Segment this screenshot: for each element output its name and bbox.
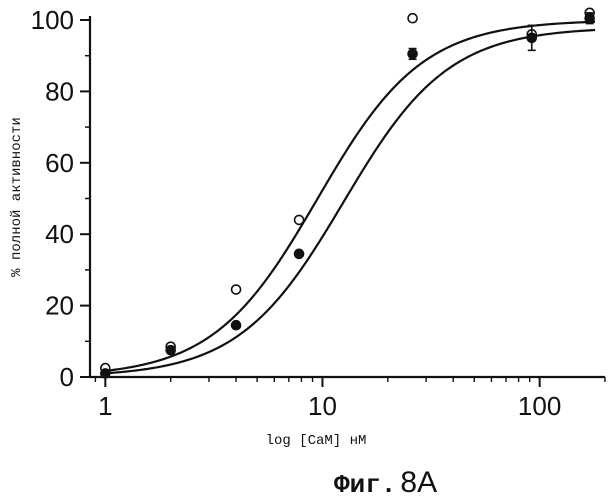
- filled-circle-point: [526, 32, 538, 44]
- open-circle-point: [230, 284, 242, 295]
- fit-curve-2: [105, 28, 596, 375]
- caption-prefix: Фиг.: [334, 470, 396, 500]
- fit-curves: [105, 20, 596, 375]
- y-tick-label: 0: [60, 362, 74, 392]
- caption-number: 8A: [400, 466, 437, 499]
- y-tick-label: 100: [31, 5, 74, 35]
- x-tick-label: 10: [308, 391, 337, 421]
- filled-circle-point: [230, 319, 242, 331]
- figure-caption: Фиг. 8A: [334, 466, 437, 500]
- x-tick-label: 100: [518, 391, 561, 421]
- axes: 0 20 40 60 80 100 1 10 100: [31, 5, 606, 421]
- y-tick-label: 40: [45, 219, 74, 249]
- y-tick-label: 80: [45, 76, 74, 106]
- y-axis-title: % полной активности: [8, 117, 25, 277]
- filled-circle-point: [407, 48, 418, 60]
- fit-curve-1: [105, 20, 596, 372]
- filled-circle-point: [100, 368, 111, 379]
- open-circle-point: [293, 214, 305, 226]
- filled-circle-point: [293, 248, 305, 260]
- y-tick-label: 20: [45, 291, 74, 321]
- filled-circle-point: [584, 12, 595, 24]
- y-tick-label: 60: [45, 148, 74, 178]
- filled-circle-point: [165, 344, 176, 356]
- open-circle-point: [407, 12, 418, 24]
- x-axis-title: log [CaM] нМ: [266, 433, 367, 449]
- data-points: [100, 7, 595, 379]
- x-tick-label: 1: [98, 391, 112, 421]
